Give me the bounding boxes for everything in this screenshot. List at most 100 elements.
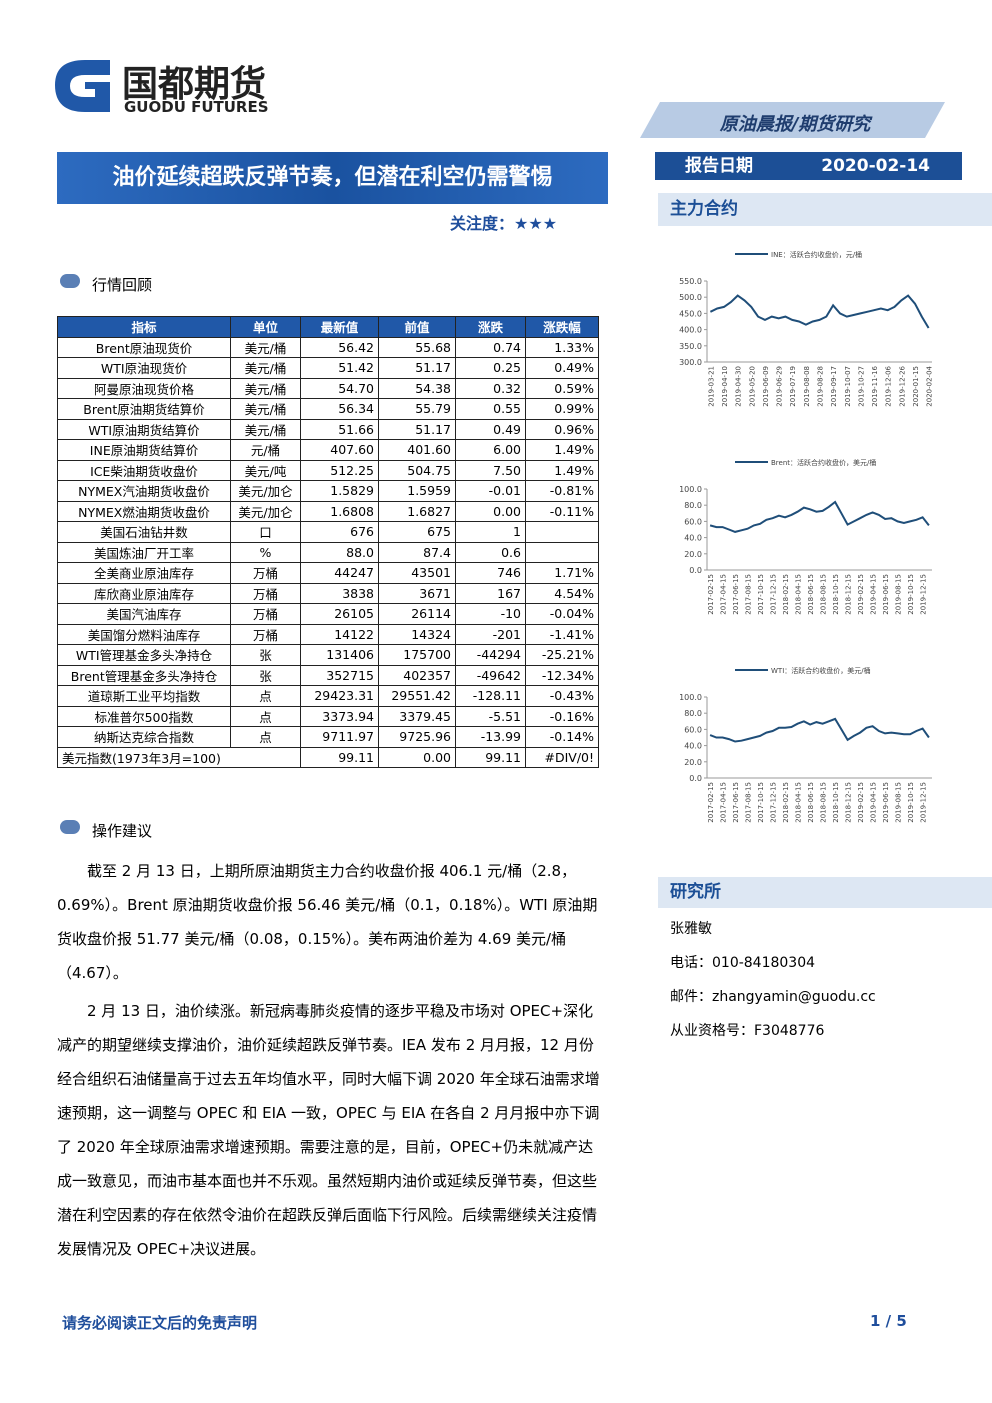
table-cell: INE原油期货结算价 (57, 439, 231, 461)
table-cell: 0.99% (525, 398, 599, 420)
x-tick-label: 2018-10-15 (832, 574, 840, 615)
table-cell: WTI原油现货价 (57, 357, 231, 379)
x-tick-label: 2019-06-29 (776, 366, 784, 407)
table-row: WTI原油期货结算价 美元/桶 51.66 51.17 0.49 0.96% (57, 418, 599, 440)
table-row: 全美商业原油库存 万桶 44247 43501 746 1.71% (57, 562, 599, 584)
table-cell: 55.68 (378, 336, 456, 358)
table-cell: 3671 (378, 582, 456, 604)
y-tick-label: 60.0 (684, 725, 702, 734)
table-cell: 元/桶 (230, 439, 301, 461)
table-cell: 55.79 (378, 398, 456, 420)
header-cell: 最新值 (300, 316, 379, 338)
table-cell: -0.11% (525, 500, 599, 522)
table-row: 美国馏分燃料油库存 万桶 14122 14324 -201 -1.41% (57, 623, 599, 645)
y-tick-label: 100.0 (679, 693, 702, 702)
x-tick-label: 2018-08-15 (820, 574, 828, 615)
table-cell: 43501 (378, 562, 456, 584)
table-cell: 131406 (300, 644, 379, 666)
x-tick-label: 2019-06-15 (882, 782, 890, 823)
table-cell: ICE柴油期货收盘价 (57, 459, 231, 481)
table-cell: 库欣商业原油库存 (57, 582, 231, 604)
table-cell: 504.75 (378, 459, 456, 481)
y-tick-label: 500.0 (679, 293, 702, 302)
series-line (709, 500, 930, 533)
table-cell: 标准普尔500指数 (57, 705, 231, 727)
section-icon (60, 274, 80, 288)
table-cell: 万桶 (230, 603, 301, 625)
contact-line: 电话：010-84180304 (670, 955, 816, 971)
header-row: 指标 单位 最新值 前值 涨跌 涨跌幅 (57, 316, 599, 338)
x-tick-label: 2019-09-17 (830, 366, 838, 407)
rating: 关注度：★★★ (450, 210, 557, 234)
table-cell: 0.74 (455, 336, 526, 358)
y-tick-label: 0.0 (689, 774, 702, 783)
table-cell: 26114 (378, 603, 456, 625)
table-cell: 676 (300, 521, 379, 543)
x-tick-label: 2017-12-15 (770, 574, 778, 615)
table-cell: 9711.97 (300, 726, 379, 748)
table-row: 库欣商业原油库存 万桶 3838 3671 167 4.54% (57, 582, 599, 604)
x-tick-label: 2017-08-15 (745, 782, 753, 823)
x-tick-label: 2019-12-15 (920, 574, 928, 615)
table-cell: 纳斯达克综合指数 (57, 726, 231, 748)
y-tick-label: 40.0 (684, 742, 702, 751)
table-cell: 54.38 (378, 377, 456, 399)
table-cell: 1.49% (525, 459, 599, 481)
table-cell: 美元/桶 (230, 418, 301, 440)
disclaimer: 请务必阅读正文后的免责声明 (62, 1314, 258, 1332)
table-cell: 0.6 (455, 541, 526, 563)
x-tick-label: 2019-08-15 (895, 574, 903, 615)
table-cell: -1.41% (525, 623, 599, 645)
section-icon (60, 820, 80, 834)
x-tick-label: 2019-02-15 (857, 782, 865, 823)
x-tick-label: 2018-12-15 (845, 574, 853, 615)
contact-line: 从业资格号：F3048776 (670, 1023, 825, 1039)
logo-en: GUODU FUTURES (124, 98, 269, 116)
table-cell: 6.00 (455, 439, 526, 461)
y-tick-label: 300.0 (679, 358, 702, 367)
table-cell: 1.6808 (300, 500, 379, 522)
x-tick-label: 2019-04-10 (721, 366, 729, 407)
table-cell: #DIV/0! (525, 746, 599, 768)
table-cell: 3838 (300, 582, 379, 604)
x-tick-label: 2019-11-16 (871, 365, 879, 406)
table-cell: 175700 (378, 644, 456, 666)
table-row: INE原油期货结算价 元/桶 407.60 401.60 6.00 1.49% (57, 439, 599, 461)
x-tick-label: 2019-12-06 (885, 365, 893, 406)
table-cell: 1.6827 (378, 500, 456, 522)
table-cell: 1.49% (525, 439, 599, 461)
table-cell: 点 (230, 726, 301, 748)
table-cell: -5.51 (455, 705, 526, 727)
x-tick-label: 2017-10-15 (757, 782, 765, 823)
table-cell: 美元/桶 (230, 377, 301, 399)
table-cell: 万桶 (230, 623, 301, 645)
table-cell: 点 (230, 705, 301, 727)
x-tick-label: 2017-08-15 (745, 574, 753, 615)
y-tick-label: 350.0 (679, 342, 702, 351)
table-row: 阿曼原油现货价格 美元/桶 54.70 54.38 0.32 0.59% (57, 377, 599, 399)
table-cell: 26105 (300, 603, 379, 625)
institute-title: 研究所 (658, 877, 992, 908)
banner-bg (640, 102, 945, 138)
table-cell: 29423.31 (300, 685, 379, 707)
table-cell: 352715 (300, 664, 379, 686)
table-cell: 张 (230, 664, 301, 686)
table-cell: -0.16% (525, 705, 599, 727)
header-cell: 指标 (57, 316, 231, 338)
table-cell: 阿曼原油现货价格 (57, 377, 231, 399)
x-tick-label: 2019-10-15 (907, 574, 915, 615)
x-tick-label: 2019-12-15 (920, 782, 928, 823)
paragraph: 截至 2 月 13 日，上期所原油期货主力合约收盘价报 406.1 元/桶（2.… (57, 862, 598, 982)
table-cell: 99.11 (455, 746, 526, 768)
x-tick-label: 2020-01-15 (912, 366, 920, 407)
x-tick-label: 2017-06-15 (732, 782, 740, 823)
table-cell: 9725.96 (378, 726, 456, 748)
market-table: 指标 单位 最新值 前值 涨跌 涨跌幅 Brent原油现货价 美元/桶 56.42 55.68 0.… (57, 316, 599, 768)
section-title: 操作建议 (92, 822, 153, 840)
table-row: NYMEX燃油期货收盘价 美元/加仑 1.6808 1.6827 0.00 -0.11% (57, 500, 599, 522)
table-cell: 道琼斯工业平均指数 (57, 685, 231, 707)
table-cell: 1 (455, 521, 526, 543)
table-cell: -44294 (455, 644, 526, 666)
table-cell: 0.00 (378, 746, 456, 768)
